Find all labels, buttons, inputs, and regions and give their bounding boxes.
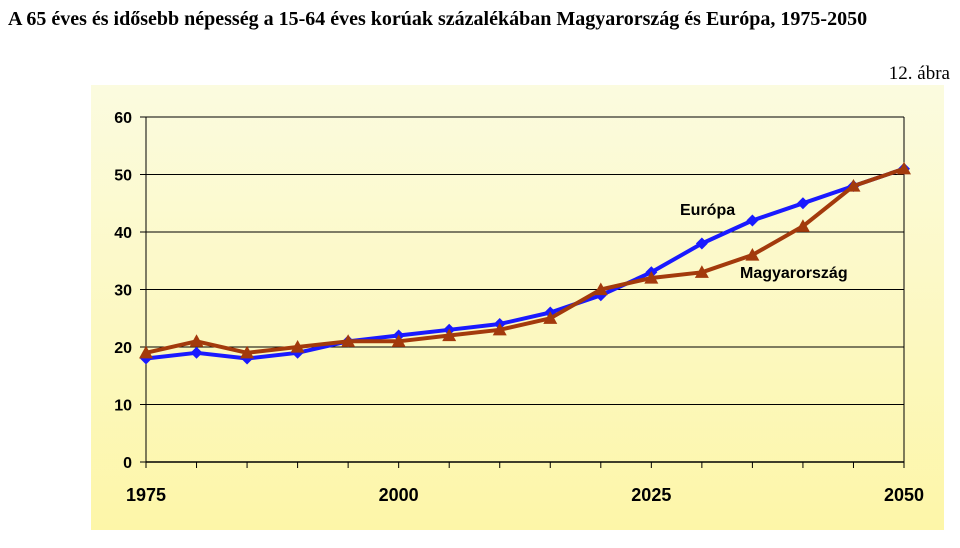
y-tick-label: 50 — [114, 168, 132, 185]
x-tick-label: 2000 — [379, 485, 419, 505]
data-point-triangle — [442, 328, 457, 342]
data-point-triangle — [846, 179, 861, 192]
y-tick-label: 30 — [114, 283, 132, 300]
y-tick-labels: 0 10 20 30 40 50 60 — [114, 110, 132, 472]
data-point-triangle — [795, 219, 810, 232]
y-tick-label: 20 — [114, 340, 132, 357]
data-point-diamond — [796, 197, 809, 210]
data-point-triangle — [644, 271, 659, 284]
y-tick-label: 0 — [123, 455, 132, 472]
data-point-triangle — [139, 345, 153, 359]
data-point-triangle — [694, 265, 709, 278]
y-tick-label: 40 — [114, 225, 132, 242]
data-point-triangle — [593, 282, 608, 296]
series-line — [145, 166, 905, 355]
axes — [140, 116, 905, 468]
data-point-triangle — [341, 334, 356, 347]
series-label: Magyarország — [740, 265, 848, 282]
gridlines — [146, 116, 904, 463]
data-point-triangle — [290, 340, 305, 353]
data-point-triangle — [745, 248, 760, 261]
data-point-triangle — [391, 334, 406, 347]
y-tick-label: 10 — [114, 398, 132, 415]
series-label: Európa — [680, 202, 735, 219]
data-point-triangle — [492, 322, 507, 336]
x-tick-label: 2050 — [884, 485, 924, 505]
x-tick-label: 1975 — [126, 485, 166, 505]
data-point-diamond — [746, 214, 759, 227]
series-labels: Európa Magyarország — [680, 202, 848, 282]
data-point-triangle — [897, 161, 911, 175]
chart-background — [91, 85, 944, 530]
x-tick-labels: 1975 2000 2025 2050 — [126, 485, 924, 505]
y-tick-label: 60 — [114, 110, 132, 127]
data-point-triangle — [189, 334, 204, 347]
data-point-triangle — [240, 345, 255, 359]
x-tick-label: 2025 — [631, 485, 671, 505]
data-point-diamond — [190, 346, 203, 359]
figure-number: 12. ábra — [888, 63, 950, 84]
series-group — [139, 161, 911, 365]
data-point-diamond — [695, 237, 708, 250]
data-point-triangle — [543, 311, 558, 324]
page-title: A 65 éves és idősebb népesség a 15-64 év… — [8, 8, 868, 30]
series-line — [145, 166, 905, 361]
